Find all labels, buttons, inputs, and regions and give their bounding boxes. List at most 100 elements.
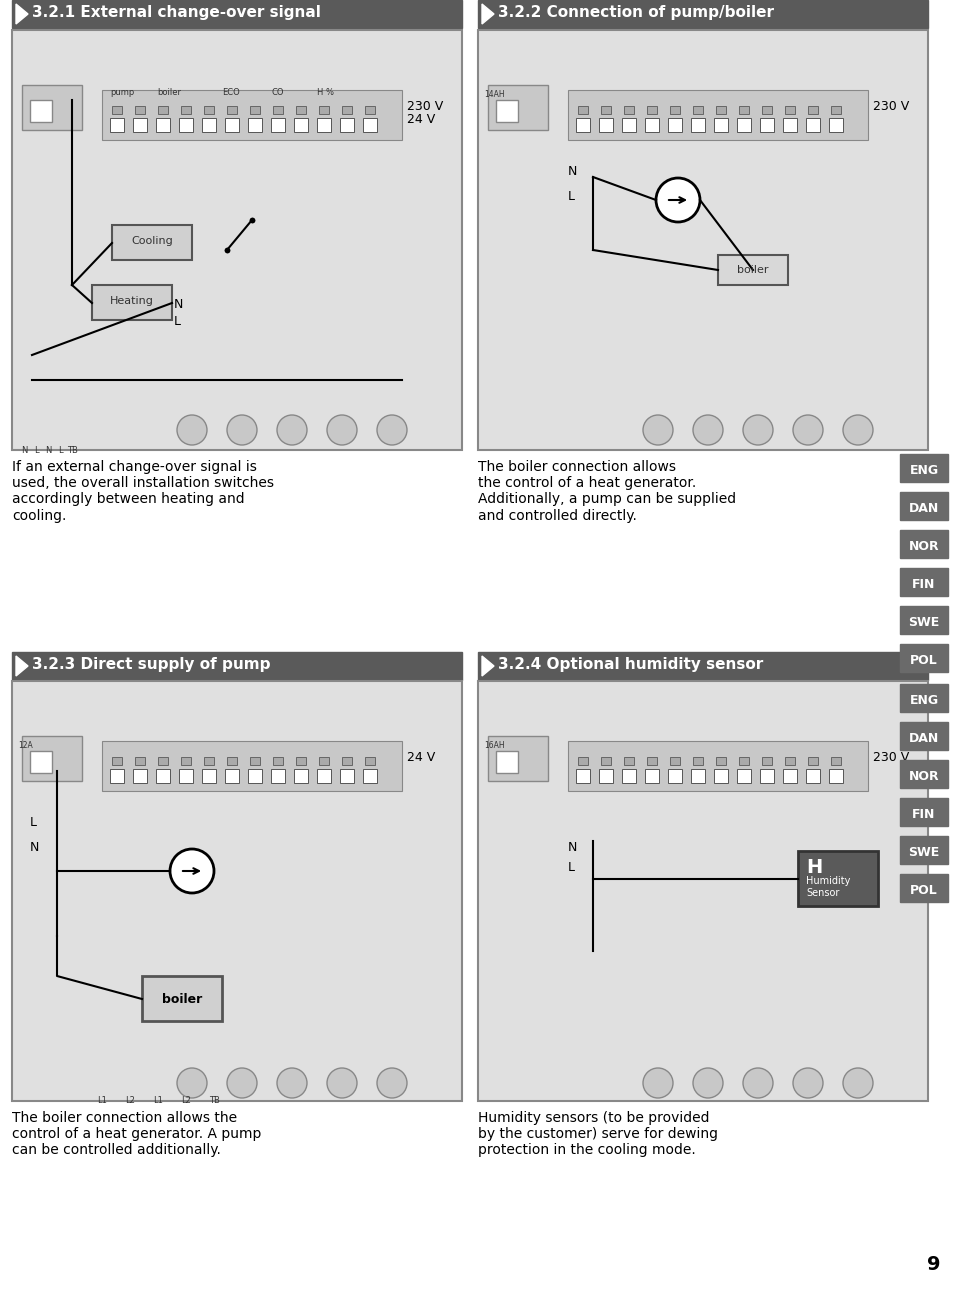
Polygon shape [16, 656, 28, 675]
Text: L2: L2 [181, 1095, 191, 1104]
Circle shape [227, 415, 257, 445]
Circle shape [743, 415, 773, 445]
Bar [340, 117, 354, 132]
Bar [670, 106, 680, 113]
Bar [785, 106, 795, 113]
Bar [622, 769, 636, 782]
Bar [227, 758, 237, 765]
Bar [785, 758, 795, 765]
Bar [496, 100, 518, 123]
Bar [342, 758, 352, 765]
Bar [296, 758, 306, 765]
Text: CO: CO [272, 87, 284, 96]
Text: SWE: SWE [908, 846, 940, 859]
Bar [496, 751, 518, 773]
Bar [248, 117, 262, 132]
Bar [806, 769, 820, 782]
Text: The boiler connection allows
the control of a heat generator.
Additionally, a pu: The boiler connection allows the control… [478, 460, 736, 523]
Text: ECO: ECO [222, 87, 240, 96]
Bar [578, 106, 588, 113]
Bar [30, 100, 52, 123]
Bar [900, 722, 948, 750]
Bar [342, 106, 352, 113]
Bar [340, 769, 354, 782]
Bar [142, 975, 222, 1021]
Bar [294, 769, 308, 782]
Bar [30, 751, 52, 773]
Bar [22, 85, 82, 130]
Text: Humidity: Humidity [806, 876, 851, 885]
Text: 230 V: 230 V [407, 100, 444, 113]
Text: NOR: NOR [909, 769, 939, 782]
Circle shape [693, 1068, 723, 1098]
Circle shape [170, 849, 214, 893]
Bar [12, 30, 462, 450]
Bar [900, 454, 948, 482]
Bar [133, 769, 147, 782]
Bar [158, 758, 168, 765]
Bar [670, 758, 680, 765]
Bar [716, 758, 726, 765]
Circle shape [643, 1068, 673, 1098]
Bar [808, 106, 818, 113]
Text: L: L [34, 446, 38, 455]
Bar [273, 106, 283, 113]
Text: 12A: 12A [18, 741, 33, 750]
Bar [716, 106, 726, 113]
Bar [829, 117, 843, 132]
Bar [691, 769, 705, 782]
Bar [599, 769, 613, 782]
Bar [645, 117, 659, 132]
Text: boiler: boiler [162, 994, 203, 1005]
Bar [181, 106, 191, 113]
Circle shape [643, 415, 673, 445]
Text: 3.2.3 Direct supply of pump: 3.2.3 Direct supply of pump [32, 657, 271, 672]
Bar [478, 652, 928, 679]
Text: Sensor: Sensor [806, 888, 839, 898]
Text: NOR: NOR [909, 540, 939, 553]
Bar [248, 769, 262, 782]
Bar [112, 758, 122, 765]
Bar [831, 106, 841, 113]
Text: N: N [568, 166, 577, 179]
Polygon shape [16, 4, 28, 23]
Text: TB: TB [66, 446, 78, 455]
Bar [225, 117, 239, 132]
Bar [798, 852, 878, 906]
Text: L: L [30, 816, 37, 829]
Bar [900, 606, 948, 634]
Circle shape [843, 1068, 873, 1098]
Bar [737, 769, 751, 782]
Bar [12, 652, 462, 679]
Text: N: N [45, 446, 51, 455]
Circle shape [327, 1068, 357, 1098]
Bar [317, 117, 331, 132]
Bar [693, 758, 703, 765]
Text: 3.2.2 Connection of pump/boiler: 3.2.2 Connection of pump/boiler [498, 5, 774, 20]
Bar [601, 106, 611, 113]
Bar [668, 117, 682, 132]
Bar [691, 117, 705, 132]
Text: H: H [806, 858, 823, 878]
Bar [806, 117, 820, 132]
Polygon shape [482, 4, 494, 23]
Bar [181, 758, 191, 765]
Bar [576, 769, 590, 782]
Bar [135, 758, 145, 765]
Bar [900, 492, 948, 520]
Text: H %: H % [317, 87, 334, 96]
Bar [760, 117, 774, 132]
Bar [762, 106, 772, 113]
Bar [204, 758, 214, 765]
Bar [739, 758, 749, 765]
Bar [102, 90, 402, 140]
Bar [250, 758, 260, 765]
Text: Heating: Heating [110, 296, 154, 306]
Bar [133, 117, 147, 132]
Bar [647, 758, 657, 765]
Text: L: L [174, 316, 181, 329]
Text: L1: L1 [153, 1095, 163, 1104]
Circle shape [177, 415, 207, 445]
Bar [718, 256, 788, 286]
Text: FIN: FIN [912, 578, 936, 591]
